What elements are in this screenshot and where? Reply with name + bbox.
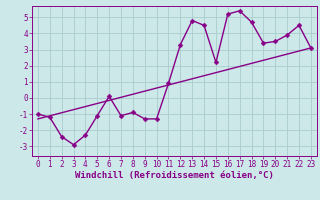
X-axis label: Windchill (Refroidissement éolien,°C): Windchill (Refroidissement éolien,°C) [75,171,274,180]
